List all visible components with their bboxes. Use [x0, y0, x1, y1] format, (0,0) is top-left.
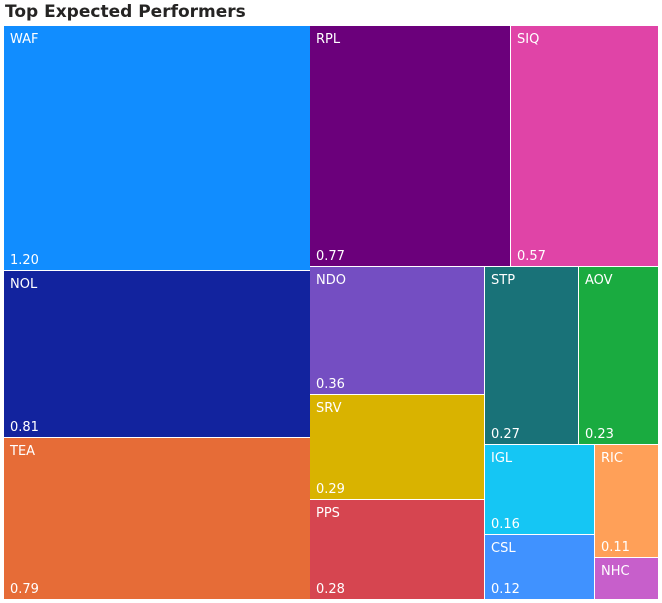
treemap-tile-ric[interactable]: RIC 0.11 — [595, 445, 658, 557]
tile-value-label: 0.81 — [10, 420, 39, 435]
treemap-tile-ndo[interactable]: NDO 0.36 — [310, 267, 484, 394]
chart-title: Top Expected Performers — [5, 2, 246, 22]
tile-label: TEA — [10, 444, 36, 459]
tile-value-label: 0.27 — [491, 427, 520, 442]
tile-value-label: 0.16 — [491, 517, 520, 532]
tile-label: CSL — [491, 541, 516, 556]
tile-value-label: 1.20 — [10, 253, 39, 268]
tile-value-label: 0.23 — [585, 427, 614, 442]
treemap-tile-srv[interactable]: SRV 0.29 — [310, 395, 484, 499]
tile-value-label: 0.28 — [316, 582, 345, 597]
treemap-tile-rpl[interactable]: RPL 0.77 — [310, 26, 510, 266]
treemap-tile-waf[interactable]: WAF 1.20 — [4, 26, 310, 270]
tile-value-label: 0.77 — [316, 249, 345, 264]
tile-label: WAF — [10, 32, 39, 47]
tile-label: RIC — [601, 451, 623, 466]
treemap-tile-stp[interactable]: STP 0.27 — [485, 267, 578, 444]
treemap-tile-siq[interactable]: SIQ 0.57 — [511, 26, 658, 266]
tile-value-label: 0.79 — [10, 582, 39, 597]
tile-value-label: 0.57 — [517, 249, 546, 264]
tile-value-label: 0.11 — [601, 540, 630, 555]
tile-label: STP — [491, 273, 516, 288]
tile-label: NOL — [10, 277, 38, 292]
tile-value-label: 0.12 — [491, 582, 520, 597]
tile-label: SIQ — [517, 32, 540, 47]
tile-label: NHC — [601, 564, 630, 579]
tile-label: IGL — [491, 451, 513, 466]
tile-value-label: 0.29 — [316, 482, 345, 497]
tile-label: AOV — [585, 273, 613, 288]
treemap-tile-tea[interactable]: TEA 0.79 — [4, 438, 310, 599]
tile-label: RPL — [316, 32, 341, 47]
tile-label: PPS — [316, 506, 340, 521]
treemap-tile-nhc[interactable]: NHC — [595, 558, 658, 599]
treemap-tile-nol[interactable]: NOL 0.81 — [4, 271, 310, 437]
tile-label: NDO — [316, 273, 346, 288]
tile-value-label: 0.36 — [316, 377, 345, 392]
treemap-tile-csl[interactable]: CSL 0.12 — [485, 535, 594, 599]
treemap-tile-pps[interactable]: PPS 0.28 — [310, 500, 484, 599]
treemap-tile-igl[interactable]: IGL 0.16 — [485, 445, 594, 534]
treemap-tile-aov[interactable]: AOV 0.23 — [579, 267, 658, 444]
tile-label: SRV — [316, 401, 342, 416]
